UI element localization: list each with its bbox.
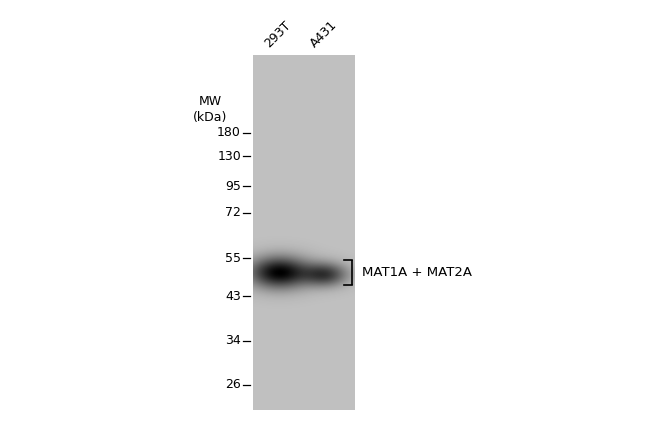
Text: 55: 55 [225,252,241,265]
Text: 130: 130 [217,149,241,162]
Text: 180: 180 [217,127,241,140]
Text: 72: 72 [225,206,241,219]
Bar [253,55,355,410]
Text: MAT1A + MAT2A: MAT1A + MAT2A [362,265,472,279]
Text: 34: 34 [226,335,241,347]
Text: 26: 26 [226,379,241,392]
Text: MW
(kDa): MW (kDa) [193,95,227,124]
Text: 293T: 293T [262,19,293,50]
Text: 95: 95 [225,179,241,192]
Text: A431: A431 [308,18,340,50]
Text: 43: 43 [226,289,241,303]
